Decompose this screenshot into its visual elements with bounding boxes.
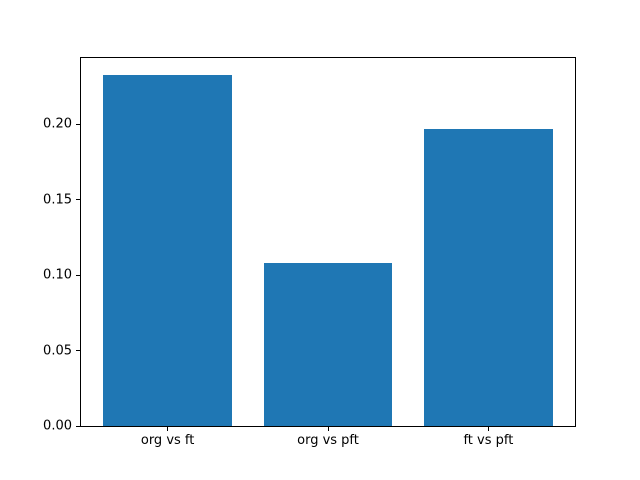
y-tick-mark bbox=[76, 199, 80, 201]
bar-ft-vs-pft bbox=[424, 128, 553, 426]
x-tick-mark bbox=[167, 427, 169, 431]
x-tick-label: ft vs pft bbox=[463, 433, 514, 448]
y-tick-label: 0.10 bbox=[43, 267, 72, 283]
plot-area: 0.00 0.05 0.10 0.15 0.20 org vs ft org vs pft f… bbox=[43, 57, 576, 448]
x-tick-label: org vs pft bbox=[297, 433, 359, 448]
x-tick-label: org vs ft bbox=[140, 433, 195, 448]
y-tick-label: 0.20 bbox=[43, 116, 72, 132]
bar-org-vs-pft bbox=[263, 263, 393, 426]
y-tick-label: 0.15 bbox=[43, 192, 72, 208]
y-tick-mark bbox=[76, 350, 80, 352]
y-tick-label: 0.05 bbox=[43, 343, 72, 359]
x-tick-mark bbox=[327, 427, 329, 431]
y-tick-mark bbox=[76, 123, 80, 125]
x-tick-mark bbox=[487, 427, 489, 431]
y-tick-label: 0.00 bbox=[43, 418, 72, 434]
y-tick-mark bbox=[76, 274, 80, 276]
y-tick-mark bbox=[76, 425, 80, 427]
bar-org-vs-ft bbox=[103, 74, 232, 426]
